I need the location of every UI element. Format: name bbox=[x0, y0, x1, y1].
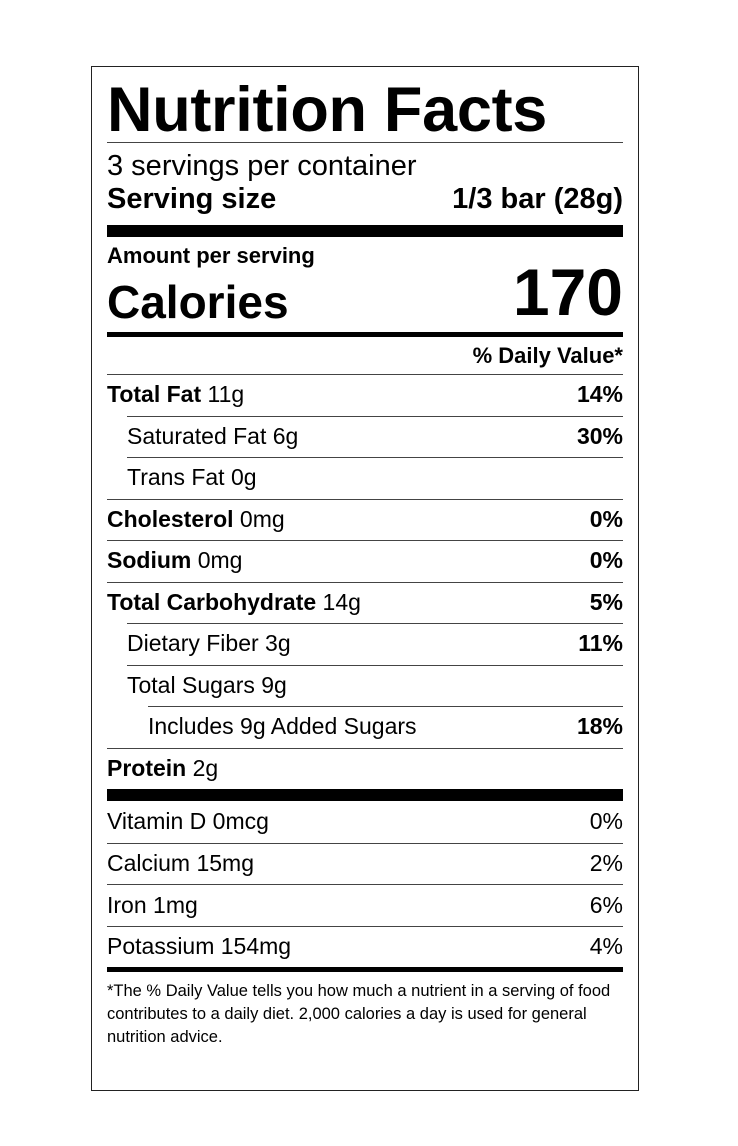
vitamin-name: Potassium bbox=[107, 933, 215, 960]
nutrient-row: Total Sugars 9g bbox=[107, 664, 623, 707]
nutrient-daily-value: 5% bbox=[589, 588, 623, 615]
label-title: Nutrition Facts bbox=[107, 75, 548, 145]
calories-row: Calories 170 bbox=[107, 259, 623, 328]
nutrient-label: Dietary Fiber 3g bbox=[107, 630, 291, 657]
row-divider bbox=[107, 540, 623, 541]
row-divider bbox=[127, 623, 623, 624]
vitamin-label: Potassium 154mg bbox=[107, 933, 291, 960]
thick-divider bbox=[107, 225, 623, 237]
nutrient-amount: 2g bbox=[192, 754, 219, 781]
nutrient-amount: 14g bbox=[322, 588, 361, 615]
row-divider bbox=[107, 498, 623, 500]
serving-size-label: Serving size bbox=[107, 183, 277, 215]
nutrient-row: Protein 2g bbox=[107, 747, 623, 790]
nutrient-amount: 9g bbox=[261, 671, 287, 698]
nutrient-daily-value: 11% bbox=[578, 630, 623, 657]
vitamin-daily-value: 4% bbox=[589, 933, 623, 960]
nutrient-name: Total Fat bbox=[107, 381, 202, 408]
row-divider bbox=[127, 664, 623, 666]
nutrient-amount: 11g bbox=[207, 381, 245, 408]
nutrient-daily-value: 30% bbox=[576, 422, 623, 449]
vitamin-amount: 154mg bbox=[220, 933, 292, 960]
vitamin-daily-value: 2% bbox=[589, 850, 623, 877]
nutrient-row: Saturated Fat 6g 30% bbox=[107, 415, 623, 458]
vitamin-list: Vitamin D 0mcg 0% Calcium 15mg 2% Iron 1mg 6%… bbox=[107, 801, 623, 967]
nutrient-name: Sodium bbox=[107, 547, 192, 574]
divider bbox=[107, 142, 623, 143]
calories-label: Calories bbox=[107, 276, 289, 328]
nutrient-label: Total Fat 11g bbox=[107, 381, 244, 408]
nutrient-name: Dietary Fiber bbox=[127, 630, 259, 657]
nutrient-row: Includes 9g Added Sugars 18% bbox=[107, 706, 623, 748]
nutrient-daily-value: 14% bbox=[576, 381, 623, 408]
nutrient-daily-value: 0% bbox=[589, 547, 623, 574]
row-divider bbox=[107, 747, 623, 749]
footnote: *The % Daily Value tells you how much a … bbox=[107, 982, 611, 1047]
vitamin-label: Calcium 15mg bbox=[107, 850, 254, 877]
nutrient-row: Total Fat 11g 14% bbox=[107, 374, 623, 416]
nutrient-label: Total Carbohydrate 14g bbox=[107, 589, 361, 616]
nutrient-label: Cholesterol 0mg bbox=[107, 506, 285, 533]
nutrient-label: Includes 9g Added Sugars bbox=[107, 713, 417, 740]
nutrient-row: Sodium 0mg 0% bbox=[107, 540, 623, 582]
vitamin-daily-value: 0% bbox=[589, 808, 623, 835]
vitamin-row: Calcium 15mg 2% bbox=[107, 842, 623, 885]
nutrient-name: Total Sugars bbox=[127, 671, 255, 698]
vitamin-row: Potassium 154mg 4% bbox=[107, 925, 623, 968]
nutrient-row: Cholesterol 0mg 0% bbox=[107, 498, 623, 541]
nutrient-amount: 6g bbox=[272, 422, 299, 449]
nutrient-name: Includes 9g Added Sugars bbox=[148, 713, 417, 740]
calories-value: 170 bbox=[512, 255, 623, 329]
nutrient-amount: 3g bbox=[265, 630, 291, 657]
vitamin-row: Iron 1mg 6% bbox=[107, 884, 623, 926]
nutrient-label: Protein 2g bbox=[107, 755, 218, 782]
nutrient-label: Saturated Fat 6g bbox=[107, 423, 298, 450]
nutrient-name: Trans Fat bbox=[127, 464, 225, 491]
row-divider bbox=[127, 415, 623, 417]
medium-divider bbox=[107, 332, 623, 337]
vitamin-label: Iron 1mg bbox=[107, 892, 198, 919]
servings-per-container: 3 servings per container bbox=[107, 150, 417, 182]
daily-value-header: % Daily Value* bbox=[472, 343, 623, 368]
vitamin-name: Vitamin D bbox=[107, 808, 207, 835]
vitamin-name: Iron bbox=[107, 891, 147, 918]
nutrient-name: Saturated Fat bbox=[127, 422, 267, 449]
vitamin-row: Vitamin D 0mcg 0% bbox=[107, 801, 623, 843]
nutrient-name: Cholesterol bbox=[107, 505, 234, 532]
amount-per-serving: Amount per serving bbox=[107, 243, 315, 268]
nutrient-amount: 0mg bbox=[197, 547, 243, 574]
nutrient-label: Trans Fat 0g bbox=[107, 464, 257, 491]
row-divider bbox=[107, 581, 623, 583]
vitamin-amount: 1mg bbox=[153, 891, 198, 918]
vitamin-amount: 15mg bbox=[196, 850, 255, 877]
nutrient-row: Trans Fat 0g bbox=[107, 457, 623, 499]
nutrient-list: Total Fat 11g 14% Saturated Fat 6g 30% Trans… bbox=[107, 374, 623, 789]
nutrient-label: Sodium 0mg bbox=[107, 547, 242, 574]
row-divider bbox=[148, 706, 623, 707]
nutrient-daily-value: 0% bbox=[589, 505, 623, 532]
vitamin-name: Calcium bbox=[107, 850, 191, 877]
nutrient-row: Total Carbohydrate 14g 5% bbox=[107, 581, 623, 624]
serving-size-row: Serving size 1/3 bar (28g) bbox=[107, 185, 623, 214]
nutrient-amount: 0mg bbox=[239, 505, 285, 532]
nutrient-row: Dietary Fiber 3g 11% bbox=[107, 623, 623, 665]
nutrient-name: Protein bbox=[107, 754, 187, 781]
vitamin-amount: 0mcg bbox=[212, 808, 269, 835]
row-divider bbox=[107, 374, 623, 375]
row-divider bbox=[127, 457, 623, 458]
thick-divider bbox=[107, 789, 623, 801]
nutrient-name: Total Carbohydrate bbox=[107, 588, 317, 615]
medium-divider bbox=[107, 967, 623, 972]
nutrient-daily-value: 18% bbox=[576, 713, 623, 740]
vitamin-label: Vitamin D 0mcg bbox=[107, 808, 269, 835]
nutrient-label: Total Sugars 9g bbox=[107, 672, 287, 699]
nutrition-facts-label: Nutrition Facts 3 servings per container… bbox=[91, 66, 639, 1091]
serving-size-value: 1/3 bar (28g) bbox=[452, 183, 623, 215]
vitamin-daily-value: 6% bbox=[589, 891, 623, 918]
nutrient-amount: 0g bbox=[230, 464, 257, 491]
